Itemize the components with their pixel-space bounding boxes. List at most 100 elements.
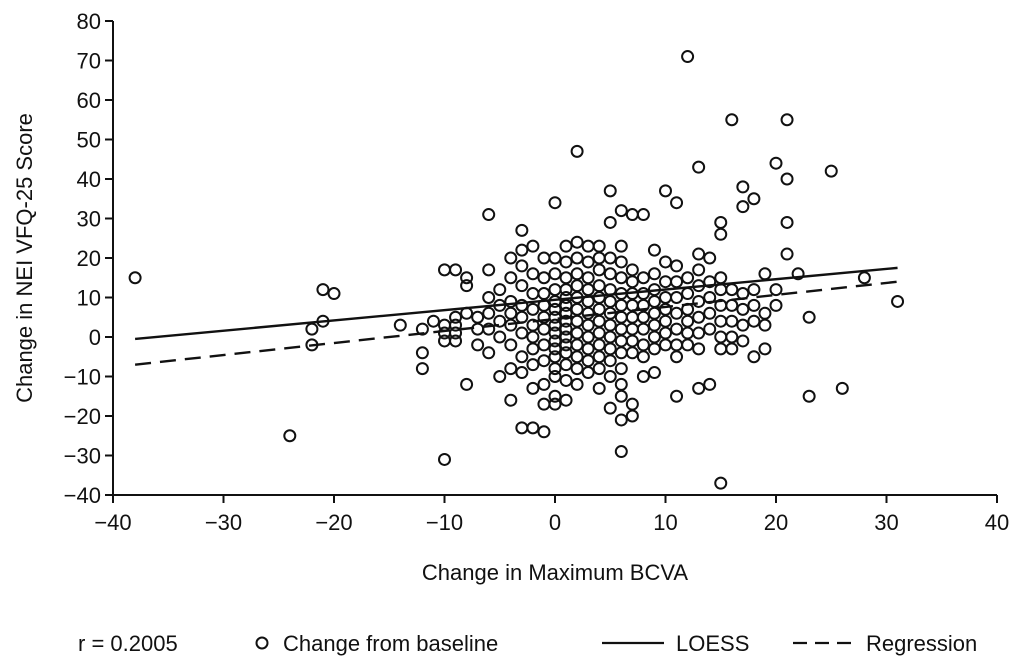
x-tick-label: −30 xyxy=(205,510,242,535)
data-point xyxy=(581,306,595,320)
data-point xyxy=(316,283,330,297)
y-tick-label: 70 xyxy=(77,49,101,74)
data-point xyxy=(592,362,606,376)
data-point xyxy=(725,342,739,356)
data-point xyxy=(614,334,628,348)
data-point xyxy=(592,263,606,277)
data-point xyxy=(603,251,617,265)
data-point xyxy=(592,314,606,328)
data-point xyxy=(537,338,551,352)
data-point xyxy=(570,144,584,158)
data-point xyxy=(438,452,451,466)
data-point xyxy=(625,322,639,336)
data-point xyxy=(747,314,761,328)
data-point xyxy=(482,291,496,304)
data-point xyxy=(471,310,485,324)
data-point xyxy=(570,326,584,340)
data-point xyxy=(714,342,728,356)
data-point xyxy=(659,326,672,340)
plot-marks xyxy=(128,50,905,490)
data-point xyxy=(548,334,562,348)
data-point xyxy=(670,322,684,336)
data-point xyxy=(559,358,573,372)
data-point xyxy=(603,354,617,368)
data-point xyxy=(747,298,761,312)
data-point xyxy=(692,342,706,356)
data-point xyxy=(493,370,507,383)
data-point xyxy=(780,172,794,186)
data-point xyxy=(603,184,617,198)
legend-regression-label: Regression xyxy=(866,631,977,656)
data-point xyxy=(471,322,485,336)
data-point xyxy=(592,338,606,352)
data-point xyxy=(681,271,695,285)
data-point xyxy=(393,318,407,332)
data-point xyxy=(670,275,684,289)
data-point xyxy=(515,279,529,293)
data-point xyxy=(670,350,684,364)
data-point xyxy=(725,330,739,344)
data-point xyxy=(625,310,639,324)
data-point xyxy=(758,318,772,332)
data-point xyxy=(526,287,540,301)
data-point xyxy=(670,389,684,403)
data-point xyxy=(526,381,540,395)
data-point xyxy=(736,180,750,194)
y-tick-label: −30 xyxy=(64,444,101,469)
data-point xyxy=(504,318,518,332)
data-point xyxy=(548,267,562,281)
data-point xyxy=(559,393,573,407)
data-point xyxy=(681,314,695,328)
data-point xyxy=(614,271,628,285)
data-point xyxy=(449,263,463,277)
data-point xyxy=(614,204,628,218)
data-point xyxy=(581,271,595,285)
data-point xyxy=(614,377,628,391)
data-point xyxy=(636,322,650,336)
data-point xyxy=(515,350,529,364)
data-point xyxy=(758,342,772,356)
data-point xyxy=(659,291,672,304)
data-point xyxy=(504,306,518,320)
data-point xyxy=(581,330,595,344)
data-point xyxy=(703,377,717,391)
data-point xyxy=(537,425,551,439)
data-point xyxy=(625,275,639,289)
data-point xyxy=(526,239,540,253)
data-point xyxy=(857,271,871,285)
data-point xyxy=(438,334,451,348)
data-point xyxy=(570,279,584,293)
data-point xyxy=(426,314,440,328)
data-point xyxy=(703,275,717,289)
data-point xyxy=(570,362,584,376)
data-point xyxy=(659,255,672,269)
data-point xyxy=(548,397,562,411)
data-point xyxy=(670,306,684,320)
data-point xyxy=(736,318,750,332)
data-point xyxy=(659,338,672,352)
y-tick-label: 10 xyxy=(77,286,101,311)
data-point xyxy=(449,326,463,340)
data-point xyxy=(659,184,672,198)
data-point xyxy=(692,326,706,340)
y-tick-label: 40 xyxy=(77,167,101,192)
data-point xyxy=(647,318,661,332)
data-point xyxy=(659,275,672,289)
loess-line xyxy=(134,266,898,341)
data-point xyxy=(548,283,562,297)
data-point xyxy=(581,354,595,368)
data-point xyxy=(504,251,518,265)
data-point xyxy=(603,330,617,344)
data-point xyxy=(736,334,750,348)
data-point xyxy=(747,192,761,206)
legend-points-label: Change from baseline xyxy=(283,631,498,656)
data-point xyxy=(636,271,650,285)
data-point xyxy=(725,283,739,297)
data-point xyxy=(449,334,463,348)
data-point xyxy=(603,294,617,308)
data-point xyxy=(581,283,595,297)
data-point xyxy=(548,342,562,356)
x-tick-label: 30 xyxy=(874,510,898,535)
data-point xyxy=(725,298,739,312)
y-tick-label: 80 xyxy=(77,9,101,34)
